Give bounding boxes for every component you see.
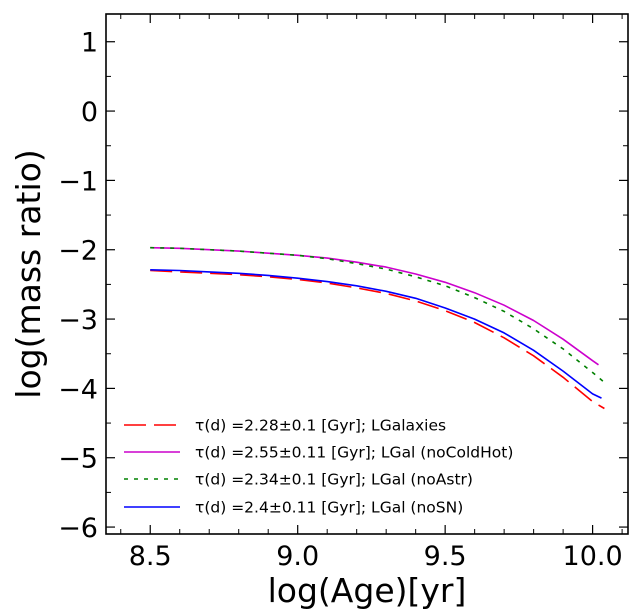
y-tick-label: −4 <box>58 374 98 405</box>
y-tick-label: −6 <box>58 513 98 544</box>
x-tick-label: 9.5 <box>424 541 467 572</box>
x-tick-label: 8.5 <box>129 541 172 572</box>
legend: τ(d) =2.28±0.1 [Gyr]; LGalaxies τ(d) =2.5… <box>124 417 513 517</box>
y-tick-label: 0 <box>81 97 98 128</box>
series-line-1 <box>150 269 605 410</box>
plot-lines <box>150 246 608 410</box>
y-tick-label: −2 <box>58 236 98 267</box>
series-line-3 <box>150 246 608 386</box>
legend-label-3: τ(d) =2.34±0.1 [Gyr]; LGal (noAstr) <box>195 471 473 489</box>
y-tick-label: −1 <box>58 166 98 197</box>
legend-label-4: τ(d) =2.4±0.11 [Gyr]; LGal (noSN) <box>195 499 463 517</box>
y-tick-label: 1 <box>81 28 98 59</box>
tick-labels: 8.5 9.0 9.5 10.0 1 0 −1 −2 −3 −4 −5 −6 <box>58 28 622 572</box>
x-tick-label: 10.0 <box>563 541 623 572</box>
x-axis-label: log(Age)[yr] <box>268 571 467 610</box>
plot-frame <box>105 13 629 535</box>
legend-label-2: τ(d) =2.55±0.11 [Gyr]; LGal (noColdHot) <box>195 444 513 462</box>
y-tick-label: −3 <box>58 305 98 336</box>
y-axis-label: log(mass ratio) <box>9 149 48 398</box>
x-tick-label: 9.0 <box>276 541 319 572</box>
series-line-2 <box>150 246 599 366</box>
legend-label-1: τ(d) =2.28±0.1 [Gyr]; LGalaxies <box>195 417 446 435</box>
y-tick-label: −5 <box>58 444 98 475</box>
axis-ticks <box>106 14 628 534</box>
series-line-4 <box>150 269 602 399</box>
